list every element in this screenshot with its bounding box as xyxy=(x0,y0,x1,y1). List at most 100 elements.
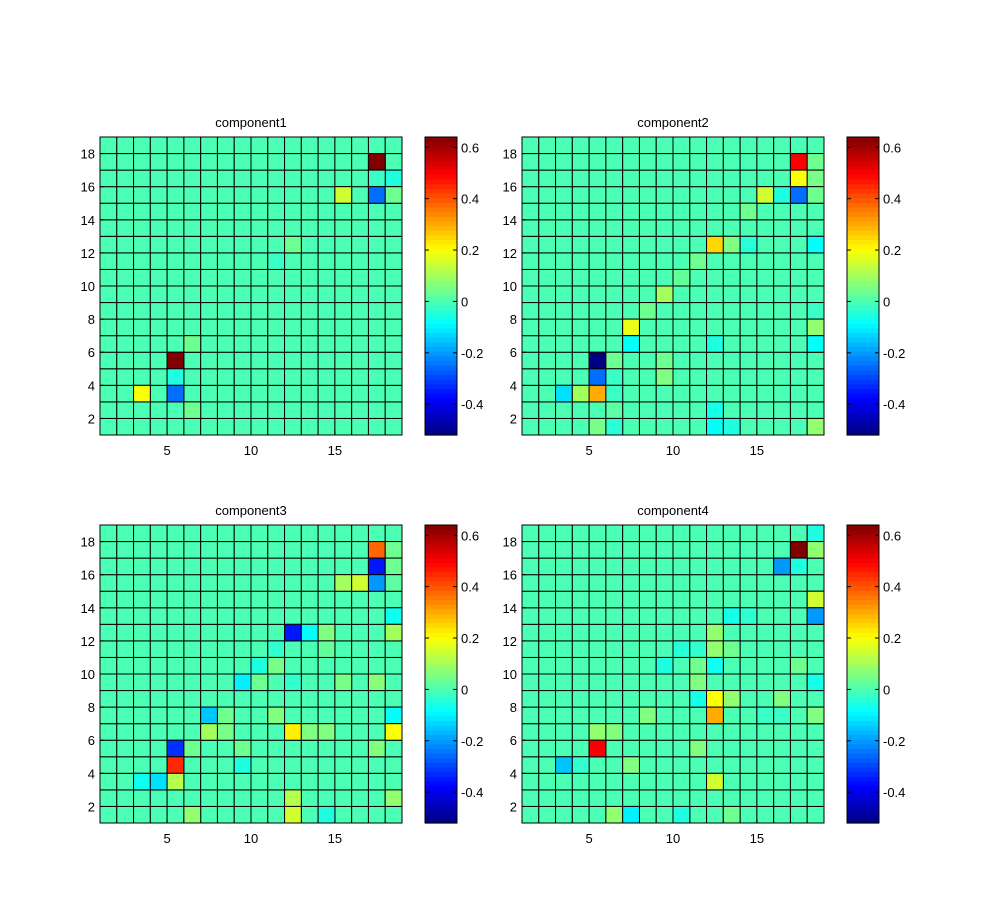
heatmap-cell xyxy=(789,368,808,386)
heatmap-cell xyxy=(571,690,590,708)
heatmap-cell-value xyxy=(605,723,624,741)
heatmap-cell xyxy=(384,268,403,287)
heatmap-cell xyxy=(267,805,286,824)
heatmap-cell-value xyxy=(555,756,573,774)
heatmap-cell xyxy=(655,153,674,171)
heatmap-cell xyxy=(367,756,386,774)
colorbar-segment xyxy=(847,739,879,745)
heatmap-cell xyxy=(317,706,336,725)
heatmap-cell xyxy=(538,772,557,791)
colorbar-segment xyxy=(847,164,879,171)
colorbar-segment xyxy=(425,576,457,582)
colorbar-segment xyxy=(847,650,879,656)
heatmap-cell xyxy=(284,640,302,658)
heatmap-cell xyxy=(773,219,791,237)
heatmap-cell xyxy=(689,607,708,625)
heatmap-cell xyxy=(99,202,118,221)
heatmap-cell xyxy=(655,186,674,204)
colorbar-segment xyxy=(847,374,879,380)
heatmap-cell xyxy=(334,723,353,741)
colorbar-segment xyxy=(425,757,457,764)
heatmap-cell xyxy=(588,186,607,204)
heatmap-cell xyxy=(351,136,369,155)
heatmap-cell xyxy=(116,351,135,370)
heatmap-cell xyxy=(571,739,590,758)
heatmap-cell xyxy=(166,557,185,576)
heatmap-cell xyxy=(233,401,252,419)
colorbar-tick-label: -0.4 xyxy=(883,785,905,800)
colorbar-segment xyxy=(847,632,879,638)
heatmap-cell xyxy=(773,268,791,287)
heatmap-cell xyxy=(250,169,269,188)
heatmap-cell xyxy=(605,186,624,204)
heatmap-cell xyxy=(149,368,168,386)
heatmap-cell xyxy=(216,541,235,559)
colorbar: -0.4-0.200.20.40.6 xyxy=(424,136,483,436)
heatmap-cell xyxy=(638,384,657,403)
heatmap-cell xyxy=(722,202,741,221)
heatmap-cell xyxy=(284,136,302,155)
heatmap-cell xyxy=(99,417,118,436)
heatmap-cell xyxy=(756,351,775,370)
x-tick-label: 10 xyxy=(666,831,680,846)
heatmap-cell xyxy=(367,351,386,370)
heatmap-cell xyxy=(250,541,269,559)
colorbar-segment xyxy=(847,618,879,624)
heatmap-cell xyxy=(722,706,741,725)
heatmap-cell xyxy=(773,335,791,353)
heatmap-cell xyxy=(300,640,319,658)
heatmap-cell xyxy=(588,219,607,237)
heatmap-cell xyxy=(555,574,573,592)
heatmap-cell-value xyxy=(638,302,657,320)
heatmap-cell xyxy=(267,368,286,386)
heatmap-cell xyxy=(116,252,135,270)
heatmap-cell xyxy=(250,772,269,791)
colorbar-segment xyxy=(847,178,879,185)
colorbar-segment xyxy=(425,178,457,185)
y-tick-label: 12 xyxy=(81,634,95,649)
heatmap-cell xyxy=(384,640,403,658)
heatmap-cell xyxy=(538,541,557,559)
colorbar-segment xyxy=(847,216,879,222)
y-tick-label: 14 xyxy=(81,213,95,228)
heatmap-cell xyxy=(638,335,657,353)
colorbar-segment xyxy=(425,155,457,161)
heatmap-cell xyxy=(538,235,557,254)
heatmap-cell xyxy=(99,318,118,337)
heatmap-cell xyxy=(284,607,302,625)
heatmap-cell xyxy=(672,401,691,419)
heatmap-cell xyxy=(571,789,590,807)
heatmap-cell xyxy=(166,268,185,287)
heatmap-cell xyxy=(756,401,775,419)
colorbar-segment xyxy=(847,529,879,535)
heatmap-cell xyxy=(233,524,252,543)
heatmap-cell xyxy=(384,401,403,419)
heatmap-cell xyxy=(99,656,118,675)
heatmap-cell xyxy=(166,541,185,559)
heatmap-cell xyxy=(351,739,369,758)
heatmap-cell xyxy=(200,335,218,353)
heatmap-cell xyxy=(300,268,319,287)
heatmap-cell xyxy=(200,351,218,370)
colorbar-tick-label: 0.4 xyxy=(461,580,479,595)
heatmap-cell xyxy=(99,739,118,758)
colorbar-segment xyxy=(847,543,879,549)
heatmap-cell xyxy=(367,302,386,320)
heatmap-cell-value xyxy=(284,723,302,741)
heatmap-cell xyxy=(538,384,557,403)
heatmap-cell xyxy=(166,723,185,741)
heatmap-cell xyxy=(183,202,202,221)
heatmap-cell xyxy=(672,772,691,791)
heatmap-cell xyxy=(133,136,151,155)
heatmap-cell-value xyxy=(588,723,607,741)
heatmap-cell xyxy=(133,186,151,204)
heatmap-cell xyxy=(722,268,741,287)
heatmap-cell xyxy=(789,268,808,287)
heatmap-cell-value xyxy=(706,623,724,642)
heatmap-cell xyxy=(722,318,741,337)
y-tick-label: 8 xyxy=(510,700,517,715)
heatmap-cell xyxy=(149,739,168,758)
colorbar-segment xyxy=(847,525,879,531)
heatmap-cell xyxy=(300,739,319,758)
